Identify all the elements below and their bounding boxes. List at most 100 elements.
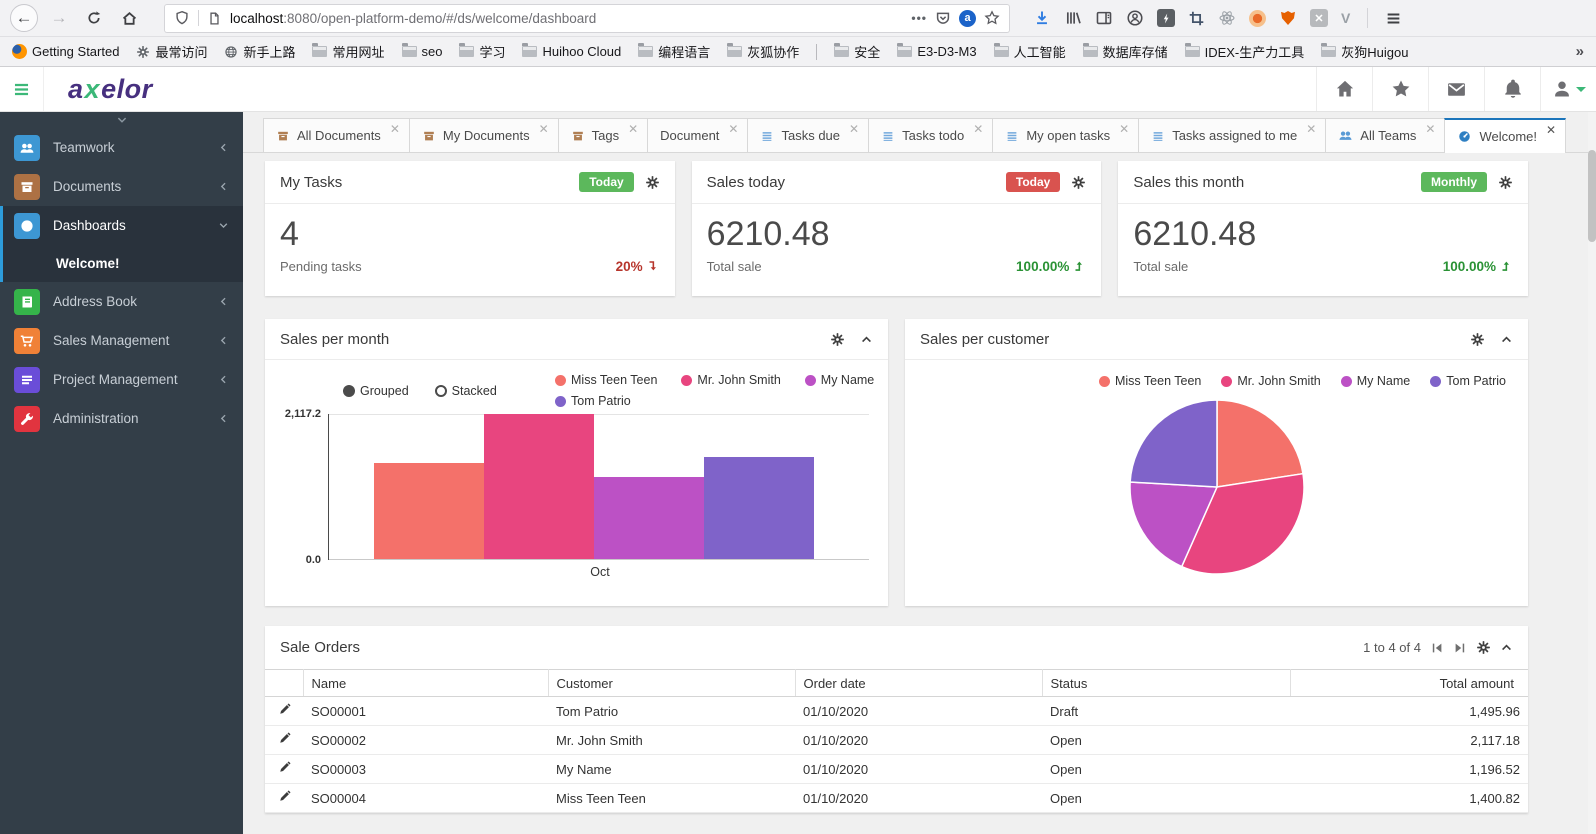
react-devtools-icon[interactable] bbox=[1218, 9, 1236, 27]
pencil-icon[interactable] bbox=[278, 703, 291, 716]
pencil-icon[interactable] bbox=[278, 790, 291, 803]
gear-icon[interactable] bbox=[1476, 640, 1491, 655]
table-row[interactable]: SO00002 Mr. John Smith 01/10/2020 Open 2,117… bbox=[265, 725, 1528, 755]
flash-plugin-icon[interactable] bbox=[1157, 9, 1175, 27]
vimium-icon[interactable]: V bbox=[1341, 10, 1351, 26]
pocket-icon[interactable] bbox=[935, 10, 951, 26]
legend-item[interactable]: Miss Teen Teen bbox=[1098, 374, 1201, 388]
column-header[interactable]: Total amount bbox=[1290, 669, 1528, 697]
browser-forward-button[interactable]: → bbox=[50, 8, 68, 27]
bookmark-star-icon[interactable] bbox=[984, 10, 1000, 26]
extension-x-icon[interactable]: ✕ bbox=[1310, 9, 1328, 27]
tab-tasks-todo[interactable]: Tasks todo ✕ bbox=[868, 118, 994, 152]
table-row[interactable]: SO00001 Tom Patrio 01/10/2020 Draft 1,495.96 bbox=[265, 696, 1528, 726]
legend-stacked-toggle[interactable]: Stacked bbox=[434, 373, 497, 408]
sidebar-scroll-up-chevron[interactable] bbox=[0, 112, 243, 128]
sidebar-item-documents[interactable]: Documents bbox=[0, 167, 243, 206]
tab-tags[interactable]: Tags ✕ bbox=[557, 118, 649, 152]
bookmark-folder[interactable]: 常用网址 bbox=[312, 42, 385, 61]
legend-item[interactable]: Miss Teen Teen bbox=[555, 373, 657, 387]
page-actions-icon[interactable]: ••• bbox=[911, 11, 927, 25]
tab-my-open-tasks[interactable]: My open tasks ✕ bbox=[992, 118, 1140, 152]
axelor-logo[interactable]: a x elor bbox=[68, 73, 153, 104]
legend-grouped-toggle[interactable]: Grouped bbox=[343, 373, 409, 408]
page-info-icon[interactable] bbox=[207, 11, 222, 26]
home-button[interactable] bbox=[1316, 67, 1372, 111]
collapse-chevron-icon[interactable] bbox=[860, 333, 873, 346]
close-icon[interactable]: ✕ bbox=[628, 122, 639, 136]
bookmark-folder[interactable]: 安全 bbox=[834, 42, 880, 61]
app-menu-toggle[interactable] bbox=[0, 67, 44, 111]
menu-hamburger-icon[interactable] bbox=[1385, 10, 1402, 27]
pencil-icon[interactable] bbox=[278, 761, 291, 774]
bookmark-folder[interactable]: 灰狗Huigou bbox=[1321, 42, 1408, 61]
site-favicon[interactable]: a bbox=[959, 9, 976, 27]
sidebar-item-project-management[interactable]: Project Management bbox=[0, 360, 243, 399]
gear-icon[interactable] bbox=[830, 332, 845, 347]
close-icon[interactable]: ✕ bbox=[728, 122, 739, 136]
tab-all-teams[interactable]: All Teams ✕ bbox=[1325, 118, 1446, 152]
user-menu-button[interactable] bbox=[1540, 67, 1596, 111]
tab-all-documents[interactable]: All Documents ✕ bbox=[263, 118, 410, 152]
table-row[interactable]: SO00004 Miss Teen Teen 01/10/2020 Open 1,400… bbox=[265, 783, 1528, 813]
bookmark-item[interactable]: 最常访问 bbox=[136, 42, 207, 61]
close-icon[interactable]: ✕ bbox=[973, 122, 984, 136]
bookmark-item[interactable]: 新手上路 bbox=[224, 42, 295, 61]
pie-slice-tom-patrio[interactable] bbox=[1128, 399, 1218, 488]
downloads-icon[interactable] bbox=[1033, 9, 1051, 27]
pencil-icon[interactable] bbox=[278, 732, 291, 745]
legend-item[interactable]: Tom Patrio bbox=[1430, 374, 1506, 388]
close-icon[interactable]: ✕ bbox=[1546, 123, 1557, 137]
gear-icon[interactable] bbox=[645, 175, 660, 190]
sidebar-item-address-book[interactable]: Address Book bbox=[0, 282, 243, 321]
first-page-icon[interactable] bbox=[1430, 641, 1444, 655]
column-header[interactable]: Customer bbox=[548, 669, 796, 697]
gear-icon[interactable] bbox=[1498, 175, 1513, 190]
gear-icon[interactable] bbox=[1071, 175, 1086, 190]
table-row[interactable]: SO00003 My Name 01/10/2020 Open 1,196.52 bbox=[265, 754, 1528, 784]
last-page-icon[interactable] bbox=[1453, 641, 1467, 655]
scrollbar[interactable] bbox=[1588, 112, 1596, 834]
sidebar-item-welcome[interactable]: Welcome! bbox=[56, 256, 120, 271]
column-header[interactable]: Order date bbox=[795, 669, 1043, 697]
legend-item[interactable]: My Name bbox=[804, 373, 874, 387]
legend-item[interactable]: My Name bbox=[1340, 374, 1410, 388]
bookmark-folder[interactable]: seo bbox=[401, 43, 442, 59]
bookmark-item[interactable]: Getting Started bbox=[12, 44, 119, 59]
favorites-button[interactable] bbox=[1372, 67, 1428, 111]
sidebar-item-teamwork[interactable]: Teamwork bbox=[0, 128, 243, 167]
bookmark-folder[interactable]: 数据库存储 bbox=[1082, 42, 1168, 61]
close-icon[interactable]: ✕ bbox=[1119, 122, 1130, 136]
browser-home-button[interactable] bbox=[115, 4, 143, 32]
screenshot-crop-icon[interactable] bbox=[1188, 10, 1205, 27]
pie-slice-my-name[interactable] bbox=[1128, 481, 1218, 568]
address-bar[interactable]: localhost:8080/open-platform-demo/#/ds/w… bbox=[164, 3, 1010, 33]
tab-tasks-assigned-to-me[interactable]: Tasks assigned to me ✕ bbox=[1138, 118, 1327, 152]
bookmark-folder[interactable]: 编程语言 bbox=[638, 42, 710, 61]
bookmark-folder[interactable]: 人工智能 bbox=[993, 42, 1066, 61]
sidebar-item-administration[interactable]: Administration bbox=[0, 399, 243, 438]
pie-slice-miss-teen-teen[interactable] bbox=[1215, 399, 1304, 488]
close-icon[interactable]: ✕ bbox=[1425, 122, 1436, 136]
collapse-chevron-icon[interactable] bbox=[1500, 641, 1513, 654]
bookmark-folder[interactable]: E3-D3-M3 bbox=[897, 43, 977, 59]
bookmark-folder[interactable]: IDEX-生产力工具 bbox=[1184, 42, 1304, 61]
sidebar-item-sales-management[interactable]: Sales Management bbox=[0, 321, 243, 360]
gear-icon[interactable] bbox=[1470, 332, 1485, 347]
tracking-shield-icon[interactable] bbox=[174, 10, 190, 26]
bookmark-folder[interactable]: Huihoo Cloud bbox=[522, 43, 621, 59]
account-icon[interactable] bbox=[1126, 9, 1144, 27]
tab-welcome[interactable]: Welcome! ✕ bbox=[1444, 118, 1567, 153]
close-icon[interactable]: ✕ bbox=[538, 122, 549, 136]
column-header[interactable]: Name bbox=[303, 669, 549, 697]
notifications-button[interactable] bbox=[1484, 67, 1540, 111]
url-text[interactable]: localhost:8080/open-platform-demo/#/ds/w… bbox=[230, 10, 597, 26]
metamask-fox-icon[interactable] bbox=[1279, 9, 1297, 27]
sidebar-toggle-icon[interactable] bbox=[1095, 9, 1113, 27]
browser-back-button[interactable]: ← bbox=[10, 4, 38, 32]
messages-button[interactable] bbox=[1428, 67, 1484, 111]
bookmark-folder[interactable]: 灰狐协作 bbox=[727, 42, 799, 61]
column-header[interactable]: Status bbox=[1042, 669, 1291, 697]
sidebar-item-dashboards[interactable]: Dashboards bbox=[3, 206, 243, 245]
bar-mr-john-smith[interactable] bbox=[484, 414, 594, 559]
